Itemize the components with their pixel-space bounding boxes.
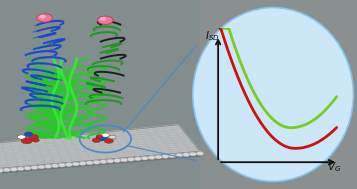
Circle shape	[196, 152, 203, 155]
Circle shape	[92, 138, 101, 143]
Circle shape	[141, 156, 149, 160]
Circle shape	[182, 153, 190, 156]
Circle shape	[101, 133, 109, 137]
Circle shape	[162, 155, 169, 158]
Circle shape	[96, 135, 102, 138]
Circle shape	[127, 157, 135, 161]
Circle shape	[51, 164, 59, 168]
Circle shape	[93, 160, 100, 164]
Circle shape	[79, 162, 86, 165]
Circle shape	[100, 160, 107, 163]
Circle shape	[59, 163, 66, 167]
Circle shape	[38, 165, 45, 169]
Circle shape	[109, 135, 116, 139]
Bar	[0, 0, 200, 189]
Circle shape	[21, 138, 32, 144]
Circle shape	[65, 163, 72, 167]
Circle shape	[155, 155, 162, 159]
Circle shape	[17, 167, 24, 171]
Circle shape	[190, 152, 197, 156]
Circle shape	[176, 153, 183, 157]
Circle shape	[96, 135, 107, 141]
Bar	[200, 0, 357, 189]
Polygon shape	[0, 129, 202, 173]
Circle shape	[24, 132, 33, 136]
Circle shape	[37, 14, 52, 22]
Circle shape	[10, 167, 17, 171]
Circle shape	[0, 166, 1, 170]
Circle shape	[169, 154, 176, 158]
Circle shape	[17, 135, 25, 139]
Text: $V_G$: $V_G$	[327, 160, 341, 174]
Polygon shape	[0, 125, 200, 168]
Circle shape	[40, 15, 45, 18]
Circle shape	[45, 164, 52, 168]
Circle shape	[97, 16, 113, 24]
Circle shape	[32, 138, 39, 142]
Circle shape	[3, 168, 10, 172]
Circle shape	[31, 166, 38, 169]
Circle shape	[114, 159, 121, 162]
Circle shape	[148, 156, 155, 160]
Circle shape	[24, 166, 31, 170]
Circle shape	[86, 161, 93, 165]
Ellipse shape	[193, 8, 353, 181]
Circle shape	[29, 135, 39, 139]
Circle shape	[134, 157, 141, 161]
Circle shape	[121, 158, 128, 162]
Circle shape	[101, 18, 106, 20]
Circle shape	[104, 138, 114, 143]
Circle shape	[72, 162, 79, 166]
Circle shape	[107, 159, 114, 163]
Circle shape	[0, 169, 4, 172]
Text: $I_{SD}$: $I_{SD}$	[205, 29, 220, 43]
